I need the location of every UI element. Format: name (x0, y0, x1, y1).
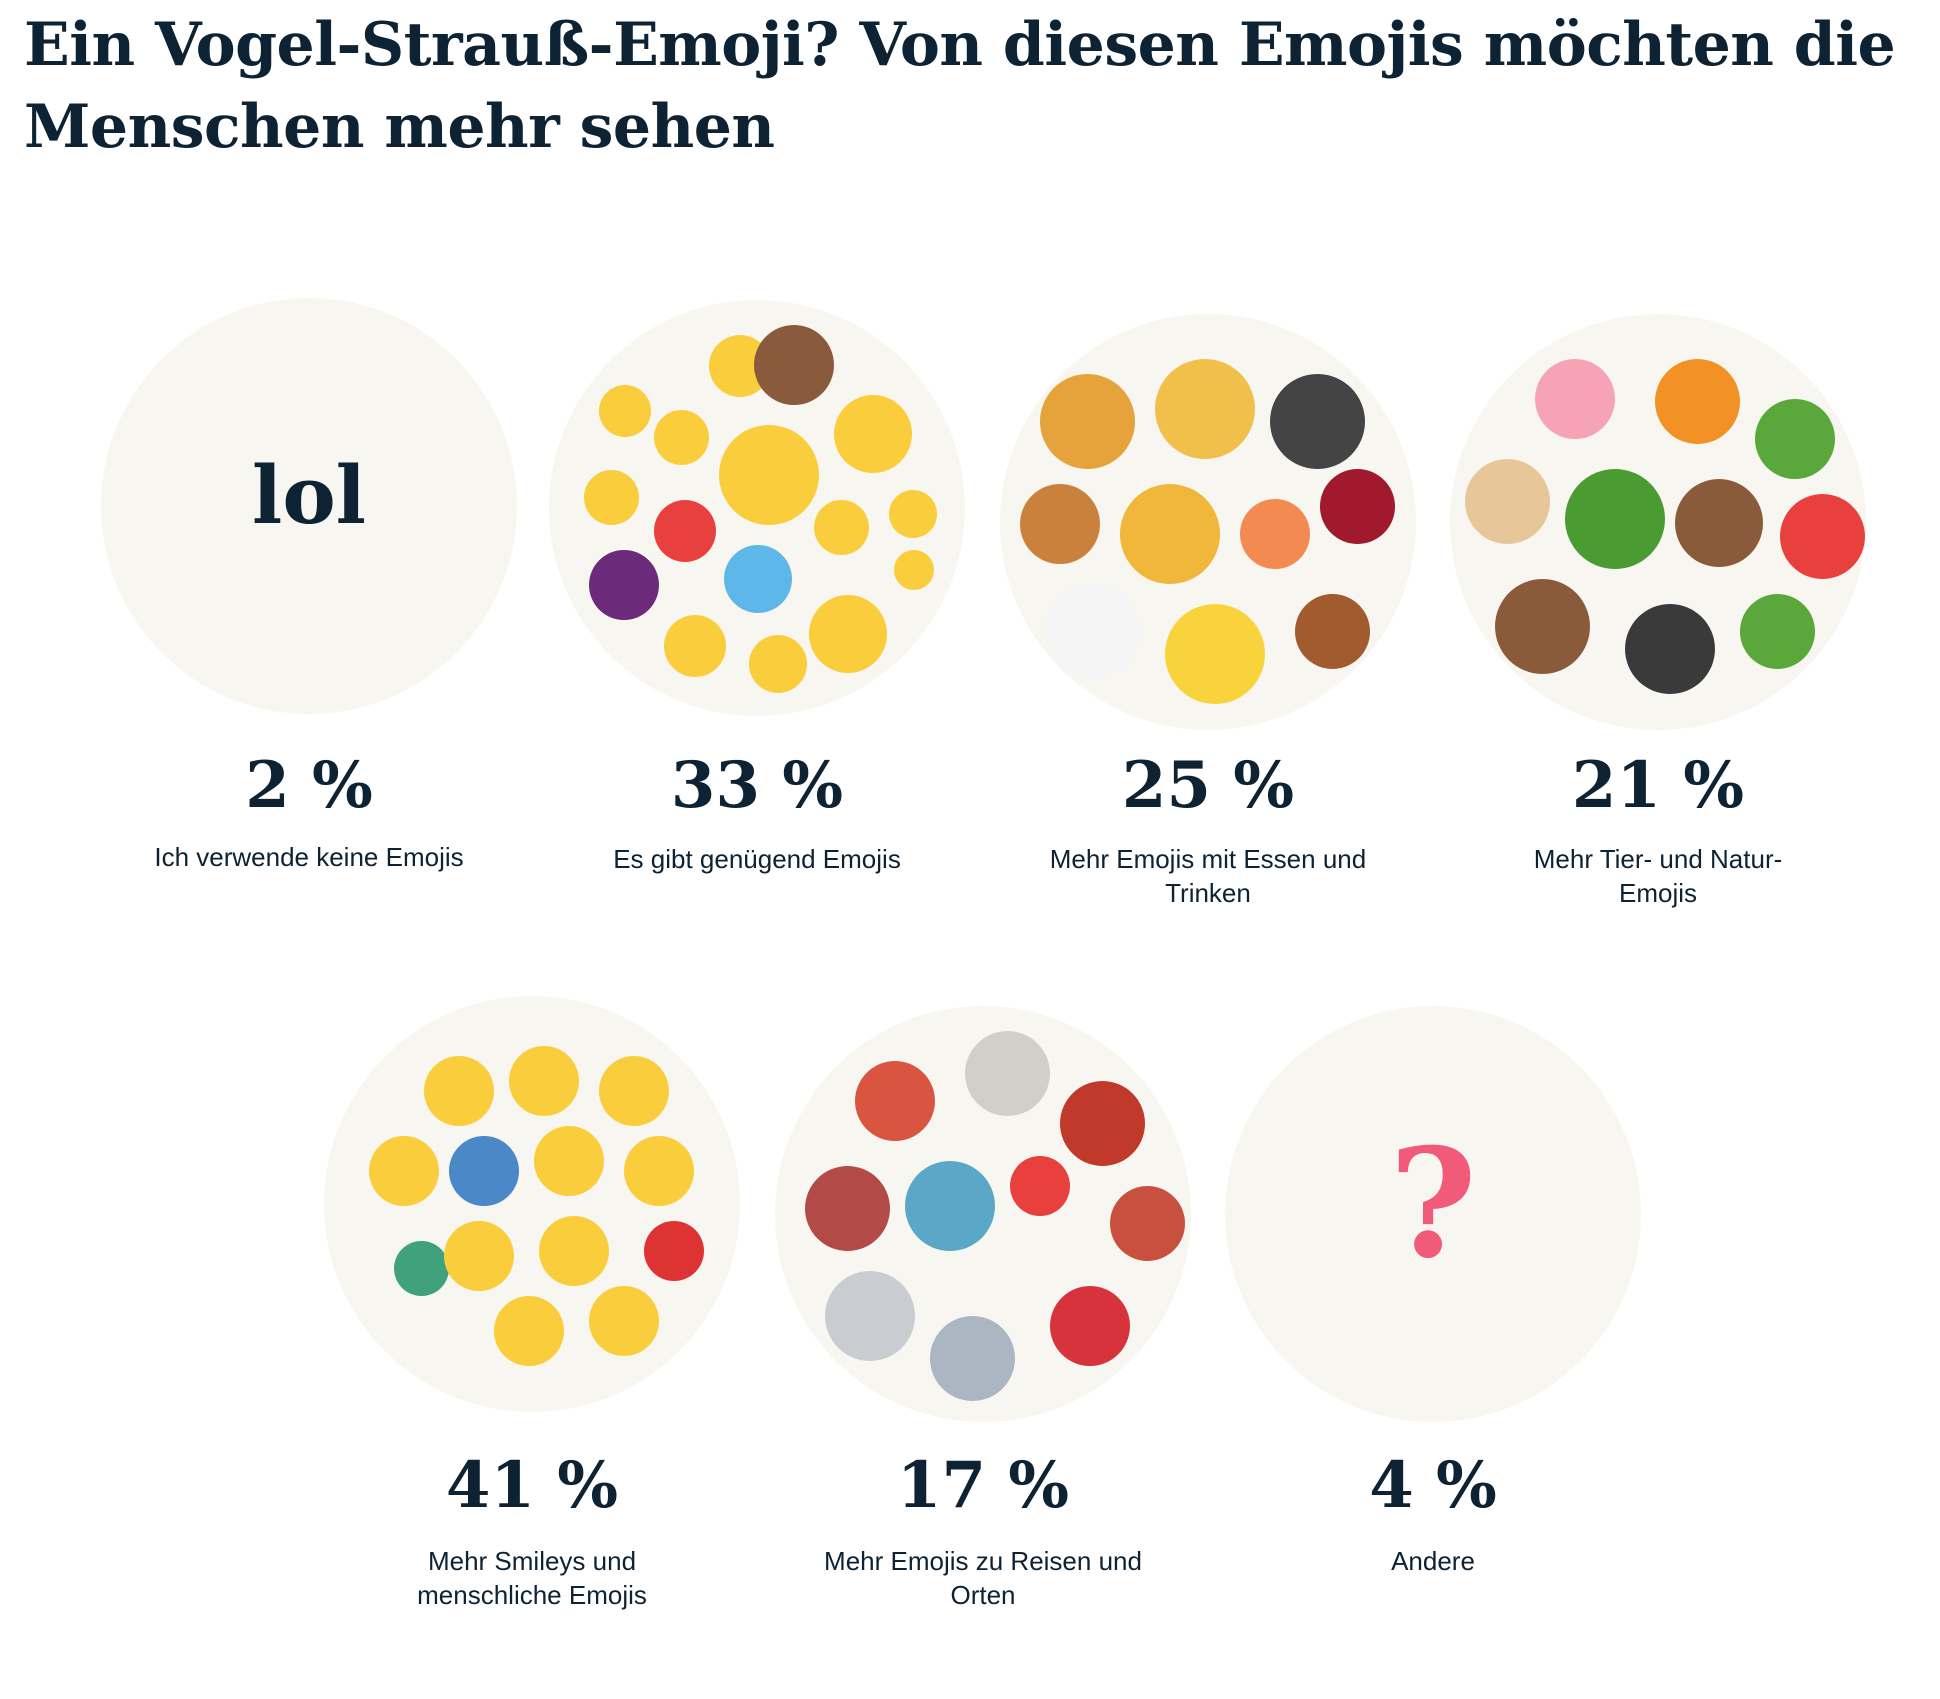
label: Mehr Tier- und Natur-Emojis (1533, 844, 1783, 908)
circle: lol (101, 298, 517, 714)
emoji-icon (1120, 484, 1220, 584)
smiley-emoji-collage-icon (549, 300, 965, 716)
label: Mehr Emojis mit Essen und Trinken (1049, 844, 1367, 908)
emoji-icon (664, 615, 726, 677)
emoji-icon (394, 1241, 449, 1296)
emoji-icon (724, 545, 792, 613)
emoji-icon (369, 1136, 439, 1206)
emoji-icon (930, 1316, 1015, 1401)
label: Ich verwende keine Emojis (154, 842, 464, 872)
emoji-icon (589, 550, 659, 620)
people-emoji-collage-icon (324, 996, 740, 1412)
emoji-icon (825, 1271, 915, 1361)
emoji-icon (1165, 604, 1265, 704)
label: Andere (1391, 1546, 1475, 1576)
animal-emoji-collage-icon (1450, 314, 1866, 730)
emoji-icon (1320, 469, 1395, 544)
emoji-icon (589, 1286, 659, 1356)
emoji-icon (1050, 1286, 1130, 1366)
emoji-icon (834, 395, 912, 473)
emoji-icon (509, 1046, 579, 1116)
travel-emoji-collage-icon (775, 1006, 1191, 1422)
emoji-icon (1755, 399, 1835, 479)
label: Mehr Smileys und menschliche Emojis (417, 1546, 647, 1610)
emoji-icon (654, 500, 716, 562)
emoji-icon (1780, 494, 1865, 579)
food-emoji-collage-icon (1000, 314, 1416, 730)
percent: 2 % (245, 748, 373, 823)
emoji-icon (1270, 374, 1365, 469)
emoji-icon (424, 1056, 494, 1126)
question-mark-icon: ? (1389, 1116, 1477, 1292)
emoji-icon (584, 470, 639, 525)
percent: 21 % (1571, 748, 1745, 823)
percent: 25 % (1121, 748, 1295, 823)
emoji-icon (494, 1296, 564, 1366)
emoji-icon (624, 1136, 694, 1206)
page-title: Ein Vogel-Strauß-Emoji? Von diesen Emoji… (24, 10, 1896, 162)
emoji-icon (1295, 594, 1370, 669)
emoji-icon (805, 1166, 890, 1251)
emoji-icon (1020, 484, 1100, 564)
label: Mehr Emojis zu Reisen und Orten (824, 1546, 1142, 1610)
emoji-icon (1110, 1186, 1185, 1261)
emoji-icon (1565, 469, 1665, 569)
emoji-icon (599, 1056, 669, 1126)
label: Es gibt genügend Emojis (613, 844, 901, 874)
lol-text: lol (251, 448, 367, 542)
emoji-icon (534, 1126, 604, 1196)
emoji-icon (754, 325, 834, 405)
emoji-icon (1010, 1156, 1070, 1216)
emoji-icon (905, 1161, 995, 1251)
emoji-icon (1740, 594, 1815, 669)
emoji-icon (965, 1031, 1050, 1116)
emoji-icon (1465, 459, 1550, 544)
emoji-icon (1060, 1081, 1145, 1166)
percent: 4 % (1369, 1448, 1497, 1523)
emoji-icon (1240, 499, 1310, 569)
percent: 41 % (445, 1448, 619, 1523)
emoji-icon (539, 1216, 609, 1286)
circle: ? (1225, 1006, 1641, 1422)
emoji-icon (444, 1221, 514, 1291)
emoji-icon (1625, 604, 1715, 694)
emoji-icon (449, 1136, 519, 1206)
emoji-icon (814, 500, 869, 555)
emoji-icon (1675, 479, 1763, 567)
emoji-icon (894, 550, 934, 590)
percent: 17 % (896, 1448, 1070, 1523)
emoji-icon (719, 425, 819, 525)
emoji-icon (1040, 374, 1135, 469)
emoji-icon (644, 1221, 704, 1281)
emoji-icon (809, 595, 887, 673)
emoji-icon (1155, 359, 1255, 459)
emoji-icon (1045, 584, 1140, 679)
emoji-icon (1655, 359, 1740, 444)
emoji-icon (654, 410, 709, 465)
percent: 33 % (670, 748, 844, 823)
emoji-icon (1535, 359, 1615, 439)
emoji-icon (1495, 579, 1590, 674)
emoji-icon (855, 1061, 935, 1141)
emoji-icon (749, 635, 807, 693)
emoji-icon (599, 385, 651, 437)
emoji-icon (889, 490, 937, 538)
